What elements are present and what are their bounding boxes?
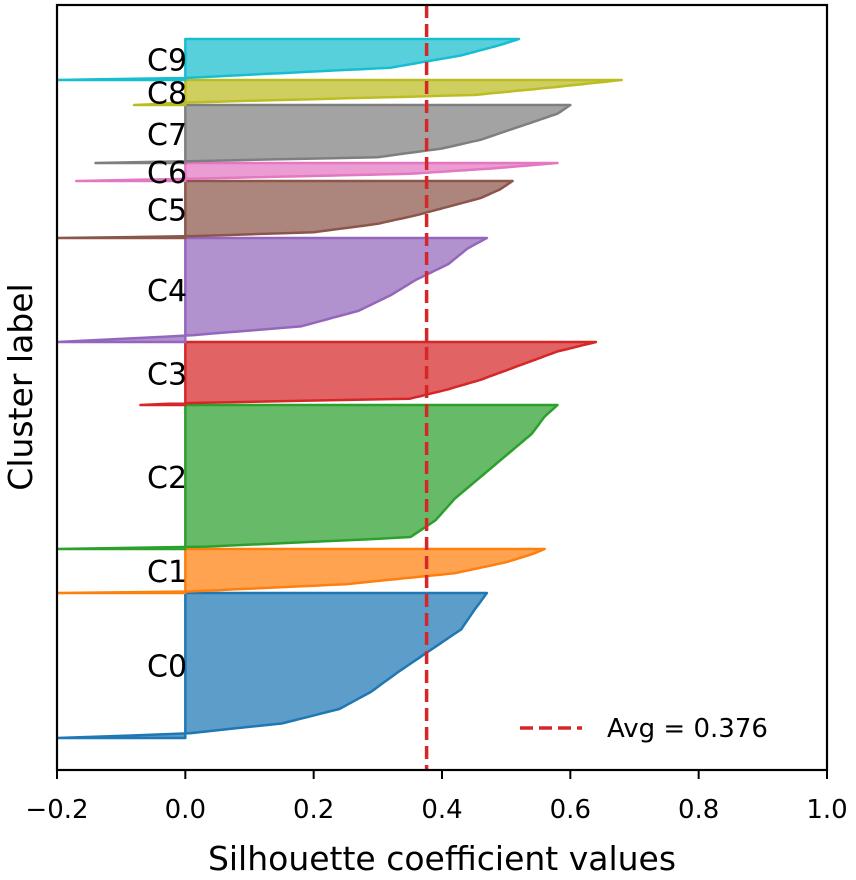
silhouette-band-c0 <box>57 591 489 740</box>
silhouette-band-c4 <box>57 236 489 344</box>
cluster-label-c9: C9 <box>147 44 187 79</box>
cluster-label-c4: C4 <box>147 274 187 309</box>
x-axis-title: Silhouette coefficient values <box>208 839 676 878</box>
cluster-label-c3: C3 <box>147 358 187 393</box>
x-tick-label: 0.8 <box>678 795 719 825</box>
silhouette-bands <box>57 37 623 740</box>
silhouette-band-c6 <box>75 161 559 183</box>
x-tick-label: 0.6 <box>550 795 591 825</box>
cluster-label-c0: C0 <box>147 650 187 685</box>
y-axis-title: Cluster label <box>1 283 40 490</box>
legend-label: Avg = 0.376 <box>607 714 768 744</box>
cluster-label-c7: C7 <box>147 118 187 153</box>
cluster-label-c1: C1 <box>147 555 187 590</box>
cluster-label-c5: C5 <box>147 194 187 229</box>
silhouette-band-c5 <box>57 179 514 240</box>
cluster-label-c6: C6 <box>147 156 187 191</box>
x-tick-label: 0.0 <box>165 795 206 825</box>
silhouette-band-c8 <box>132 78 623 107</box>
silhouette-band-c2 <box>57 403 559 551</box>
silhouette-band-c9 <box>57 37 521 82</box>
legend: Avg = 0.376 <box>520 714 768 744</box>
silhouette-band-c7 <box>94 103 572 165</box>
silhouette-band-c1 <box>57 547 546 595</box>
cluster-label-c2: C2 <box>147 461 187 496</box>
x-tick-label: 1.0 <box>806 795 847 825</box>
cluster-label-c8: C8 <box>147 77 187 112</box>
silhouette-band-c3 <box>139 340 598 407</box>
x-tick-label: 0.2 <box>293 795 334 825</box>
x-tick-label: −0.2 <box>25 795 88 825</box>
x-axis-ticks: −0.2 0.0 0.2 0.4 0.6 0.8 1.0 <box>25 770 848 825</box>
x-tick-label: 0.4 <box>421 795 462 825</box>
